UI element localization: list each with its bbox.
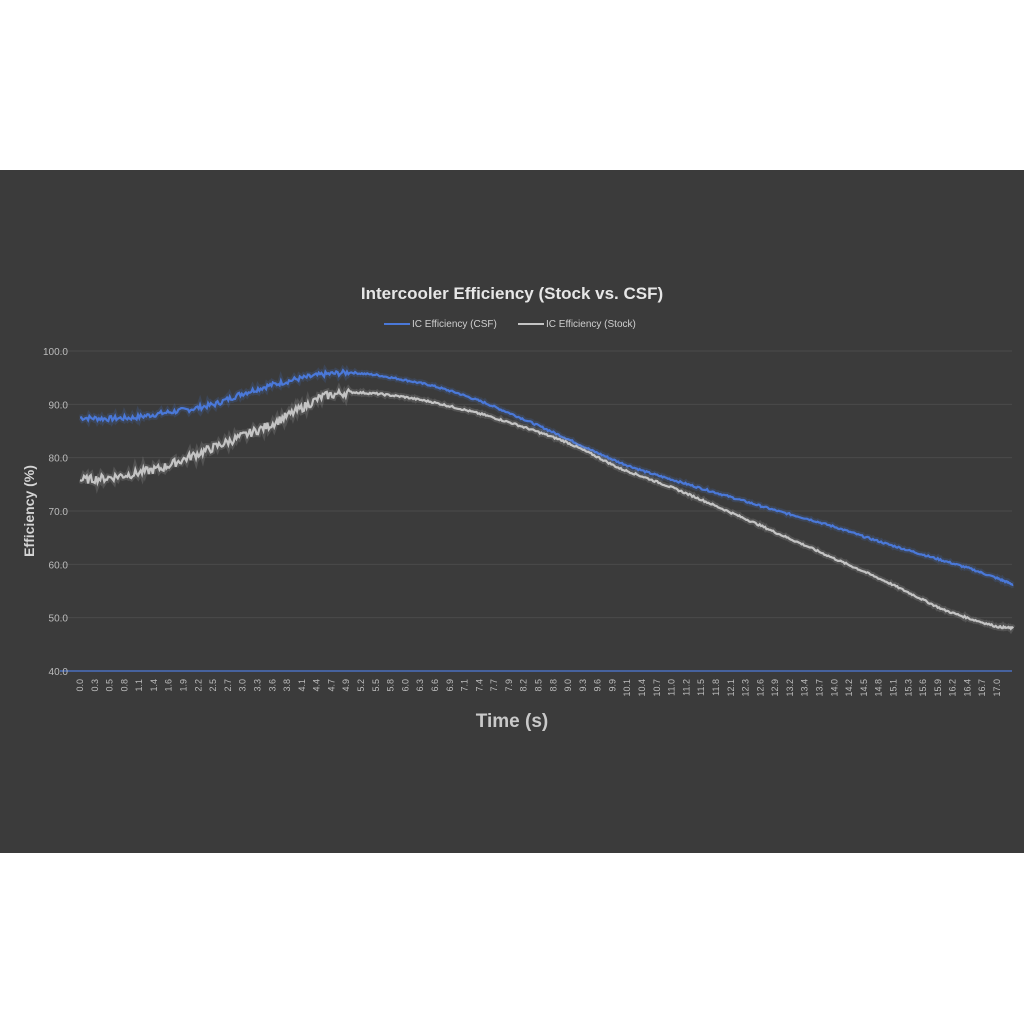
series-line-csf — [79, 368, 1014, 587]
x-tick-label: 3.6 — [267, 679, 277, 692]
x-tick-label: 2.2 — [193, 679, 203, 692]
y-tick-label: 80.0 — [49, 454, 69, 465]
y-tick-label: 50.0 — [49, 614, 69, 625]
x-tick-label: 8.2 — [519, 679, 529, 692]
x-tick-label: 15.3 — [903, 679, 913, 697]
legend-label-stock: IC Efficiency (Stock) — [546, 319, 636, 330]
x-tick-label: 14.5 — [859, 679, 869, 697]
x-tick-label: 15.1 — [888, 679, 898, 697]
x-tick-label: 13.7 — [815, 679, 825, 697]
x-tick-label: 8.8 — [548, 679, 558, 692]
y-tick-label: 90.0 — [49, 400, 69, 411]
x-tick-label: 8.5 — [534, 679, 544, 692]
x-tick-label: 16.2 — [948, 679, 958, 697]
x-axis-label: Time (s) — [476, 711, 549, 732]
chart-title: Intercooler Efficiency (Stock vs. CSF) — [361, 284, 663, 303]
x-tick-label: 4.1 — [297, 679, 307, 692]
x-tick-label: 7.4 — [474, 679, 484, 692]
x-tick-label: 12.9 — [770, 679, 780, 697]
x-tick-label: 16.7 — [977, 679, 987, 697]
y-tick-label: 100.0 — [43, 347, 68, 358]
x-tick-label: 9.6 — [593, 679, 603, 692]
x-tick-label: 12.3 — [741, 679, 751, 697]
x-tick-label: 3.3 — [252, 679, 262, 692]
x-tick-label: 4.4 — [312, 679, 322, 692]
x-tick-label: 12.1 — [726, 679, 736, 697]
x-tick-label: 15.6 — [918, 679, 928, 697]
x-tick-label: 4.7 — [326, 679, 336, 692]
x-tick-label: 3.0 — [238, 679, 248, 692]
legend-label-csf: IC Efficiency (CSF) — [412, 319, 497, 330]
x-tick-label: 12.6 — [755, 679, 765, 697]
x-tick-label: 5.8 — [386, 679, 396, 692]
y-axis-label: Efficiency (%) — [21, 465, 37, 557]
x-tick-label: 3.8 — [282, 679, 292, 692]
x-tick-label: 0.8 — [119, 679, 129, 692]
x-tick-label: 7.9 — [504, 679, 514, 692]
x-tick-label: 6.9 — [445, 679, 455, 692]
x-tick-label: 6.6 — [430, 679, 440, 692]
x-tick-label: 0.3 — [90, 679, 100, 692]
x-tick-label: 16.4 — [962, 679, 972, 697]
x-tick-label: 14.2 — [844, 679, 854, 697]
x-tick-label: 4.9 — [341, 679, 351, 692]
x-tick-label: 9.0 — [563, 679, 573, 692]
y-tick-label: 40.0 — [49, 667, 69, 678]
x-tick-label: 15.9 — [933, 679, 943, 697]
y-tick-label: 60.0 — [49, 560, 69, 571]
x-tick-label: 5.2 — [356, 679, 366, 692]
x-tick-label: 11.0 — [667, 679, 677, 696]
x-tick-label: 10.7 — [652, 679, 662, 697]
x-tick-label: 13.4 — [800, 679, 810, 697]
x-tick-label: 14.0 — [829, 679, 839, 697]
x-tick-label: 5.5 — [371, 679, 381, 692]
x-tick-label: 10.1 — [622, 679, 632, 697]
x-tick-label: 7.7 — [489, 679, 499, 692]
x-tick-label: 1.9 — [179, 679, 189, 692]
x-tick-label: 9.9 — [607, 679, 617, 692]
x-tick-label: 0.0 — [75, 679, 85, 692]
x-tick-label: 1.6 — [164, 679, 174, 692]
x-tick-label: 6.3 — [415, 679, 425, 692]
y-tick-label: 70.0 — [49, 507, 69, 518]
x-tick-label: 7.1 — [460, 679, 470, 692]
series-glow-0 — [78, 364, 1015, 589]
x-tick-label: 11.5 — [696, 679, 706, 696]
x-tick-label: 17.0 — [992, 679, 1002, 697]
series-glow-1 — [78, 382, 1016, 635]
x-tick-label: 14.8 — [874, 679, 884, 697]
series-line-stock — [79, 387, 1015, 631]
x-tick-label: 10.4 — [637, 679, 647, 697]
x-tick-label: 6.0 — [400, 679, 410, 692]
x-tick-label: 0.5 — [105, 679, 115, 692]
x-tick-label: 9.3 — [578, 679, 588, 692]
legend: IC Efficiency (CSF) IC Efficiency (Stock… — [384, 319, 636, 330]
x-tick-label: 11.2 — [681, 679, 691, 696]
x-tick-label: 2.7 — [223, 679, 233, 692]
x-tick-label: 13.2 — [785, 679, 795, 697]
x-tick-label: 11.8 — [711, 679, 721, 696]
x-tick-label: 1.4 — [149, 679, 159, 692]
x-tick-label: 1.1 — [134, 679, 144, 692]
x-tick-label: 2.5 — [208, 679, 218, 692]
